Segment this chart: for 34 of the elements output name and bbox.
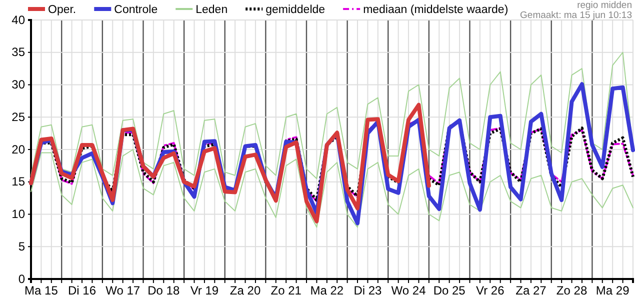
y-tick-label: 20 [12, 142, 26, 156]
x-tick-label: Ma 29 [596, 284, 630, 298]
x-tick-label: Ma 22 [310, 284, 344, 298]
y-tick-label: 40 [12, 12, 26, 27]
legend-label: Leden [196, 4, 228, 16]
x-tick-label: Wo 17 [106, 284, 140, 298]
line-series [30, 52, 634, 180]
x-tick-label: Di 23 [354, 284, 382, 298]
legend-label: gemiddelde [266, 4, 326, 16]
x-tick-label: Zo 28 [556, 284, 588, 298]
line-series [30, 149, 634, 228]
legend-label: mediaan (middelste waarde) [363, 4, 508, 16]
y-tick-label: 15 [12, 174, 26, 189]
y-tick-label: 5 [18, 239, 26, 254]
x-tick-label: Di 16 [68, 284, 96, 298]
y-tick-label: 35 [12, 45, 26, 60]
line-series [29, 102, 431, 224]
y-tick-label: 10 [12, 207, 26, 222]
y-tick-label: 0 [18, 272, 26, 286]
x-tick-label: Do 25 [433, 284, 466, 298]
y-tick-label: 25 [12, 110, 26, 124]
x-tick-label: Za 27 [516, 284, 547, 298]
x-tick-label: Do 18 [148, 284, 180, 298]
y-tick-label: 30 [12, 78, 26, 92]
x-tick-label: Vr 26 [476, 284, 505, 298]
annotation: Gemaakt: ma 15 jun 10:13 [520, 10, 632, 21]
x-tick-label: Ma 15 [24, 284, 58, 298]
x-tick-label: Wo 24 [391, 284, 426, 298]
text: regio midden [577, 0, 632, 11]
x-tick-label: Vr 19 [190, 284, 219, 298]
x-tick-label: Zo 21 [270, 284, 302, 298]
legend-label: Oper. [48, 4, 76, 16]
legend-label: Controle [114, 4, 158, 16]
x-tick-label: Za 20 [230, 284, 261, 298]
